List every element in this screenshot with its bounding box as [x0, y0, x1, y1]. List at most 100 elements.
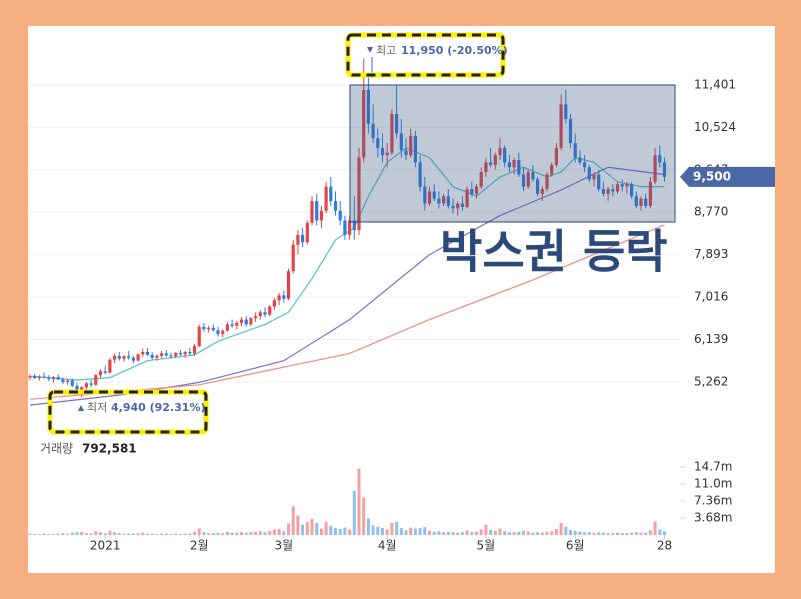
volume-bar — [211, 533, 215, 535]
volume-bar — [583, 532, 587, 535]
x-tick-label: 28 — [657, 539, 672, 553]
candle-body — [56, 377, 60, 380]
candle-body — [343, 220, 347, 235]
volume-bar — [183, 533, 187, 535]
candle-body — [465, 189, 469, 207]
candle-body — [122, 356, 126, 359]
volume-bar — [338, 528, 342, 535]
candle-body — [437, 198, 441, 204]
y-tick-label: 6,139 — [694, 332, 728, 346]
candle-body — [592, 174, 596, 180]
highlight-box — [346, 33, 505, 77]
volume-bar — [169, 534, 173, 535]
price-tag-label: 9,500 — [693, 169, 731, 183]
volume-bar — [291, 506, 295, 535]
volume-bar — [343, 527, 347, 535]
volume-bar — [484, 524, 488, 535]
volume-bar — [493, 530, 497, 535]
candle-body — [376, 138, 380, 148]
volume-bar — [263, 532, 267, 535]
volume-bar — [413, 528, 417, 535]
volume-bar — [197, 528, 201, 535]
candle-body — [160, 353, 164, 356]
candle-body — [404, 150, 408, 156]
highlight-box — [48, 390, 208, 434]
candle-body — [418, 162, 422, 187]
volume-bar — [653, 521, 657, 535]
volume-bar — [531, 532, 535, 535]
candle-body — [493, 155, 497, 165]
volume-bar — [597, 532, 601, 535]
volume-bar — [301, 524, 305, 535]
volume-bar — [569, 529, 572, 535]
candle-body — [620, 184, 624, 187]
candle-body — [587, 167, 591, 180]
volume-bar — [606, 533, 610, 535]
volume-bar — [258, 531, 262, 535]
candle-body — [324, 186, 328, 211]
candle-body — [479, 172, 483, 187]
candle-body — [399, 133, 403, 151]
volume-bar — [315, 522, 319, 535]
candle-body — [385, 152, 389, 156]
volume-bar — [381, 528, 384, 535]
volume-bar — [254, 531, 258, 535]
candle-body — [540, 189, 544, 194]
volume-bar — [117, 533, 121, 535]
candle-body — [80, 387, 84, 390]
down-icon — [367, 47, 373, 53]
volume-bar — [47, 534, 51, 535]
candle-body — [456, 203, 460, 209]
candle-body — [296, 234, 300, 245]
volume-bar — [550, 531, 554, 535]
candle-body — [305, 222, 309, 243]
volume-bar — [240, 532, 243, 535]
candle-body — [338, 210, 342, 221]
volume-bar — [663, 531, 666, 535]
candle-body — [606, 189, 610, 194]
volume-tick-label: 11.0m — [694, 477, 732, 491]
volume-bar — [352, 491, 356, 535]
volume-bar — [648, 530, 652, 535]
volume-bar — [376, 526, 380, 535]
volume-bar — [103, 533, 107, 535]
volume-bar — [460, 532, 464, 535]
x-tick-label: 4월 — [378, 539, 397, 553]
candle-body — [117, 355, 121, 359]
volume-bar — [611, 533, 615, 535]
candle-body — [286, 271, 291, 299]
volume-bar — [287, 523, 290, 535]
candle-body — [658, 155, 662, 163]
candle-body — [108, 359, 112, 373]
volume-bar — [432, 531, 436, 535]
range-box — [349, 84, 676, 223]
volume-bar — [37, 534, 41, 535]
candle-body — [178, 352, 182, 355]
candle-body — [413, 135, 417, 163]
volume-bar — [451, 532, 455, 535]
candle-body — [127, 356, 131, 358]
candle-body — [301, 234, 305, 243]
volume-bar — [178, 534, 182, 535]
candle-body — [460, 203, 464, 207]
candle-body — [526, 172, 530, 187]
candle-body — [164, 353, 168, 356]
x-tick-label: 5월 — [477, 539, 496, 553]
volume-bar — [52, 534, 55, 535]
volume-bar — [559, 522, 563, 535]
candle-body — [42, 376, 46, 378]
y-tick-label: 5,262 — [694, 374, 728, 388]
candle-body — [583, 162, 587, 168]
candle-body — [395, 114, 399, 134]
candle-body — [489, 162, 493, 165]
moving-average — [29, 147, 665, 381]
candle-body — [33, 376, 37, 379]
price-tag — [680, 166, 775, 187]
volume-bar — [348, 529, 352, 535]
volume-bar — [150, 533, 154, 535]
volume-bar — [305, 522, 309, 535]
candle-body — [357, 157, 361, 231]
candle-body — [442, 196, 446, 204]
candle-body — [94, 375, 98, 385]
volume-bar — [573, 530, 577, 535]
